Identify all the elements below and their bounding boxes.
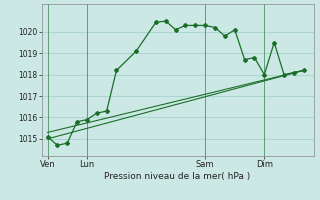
X-axis label: Pression niveau de la mer( hPa ): Pression niveau de la mer( hPa ) [104, 172, 251, 181]
